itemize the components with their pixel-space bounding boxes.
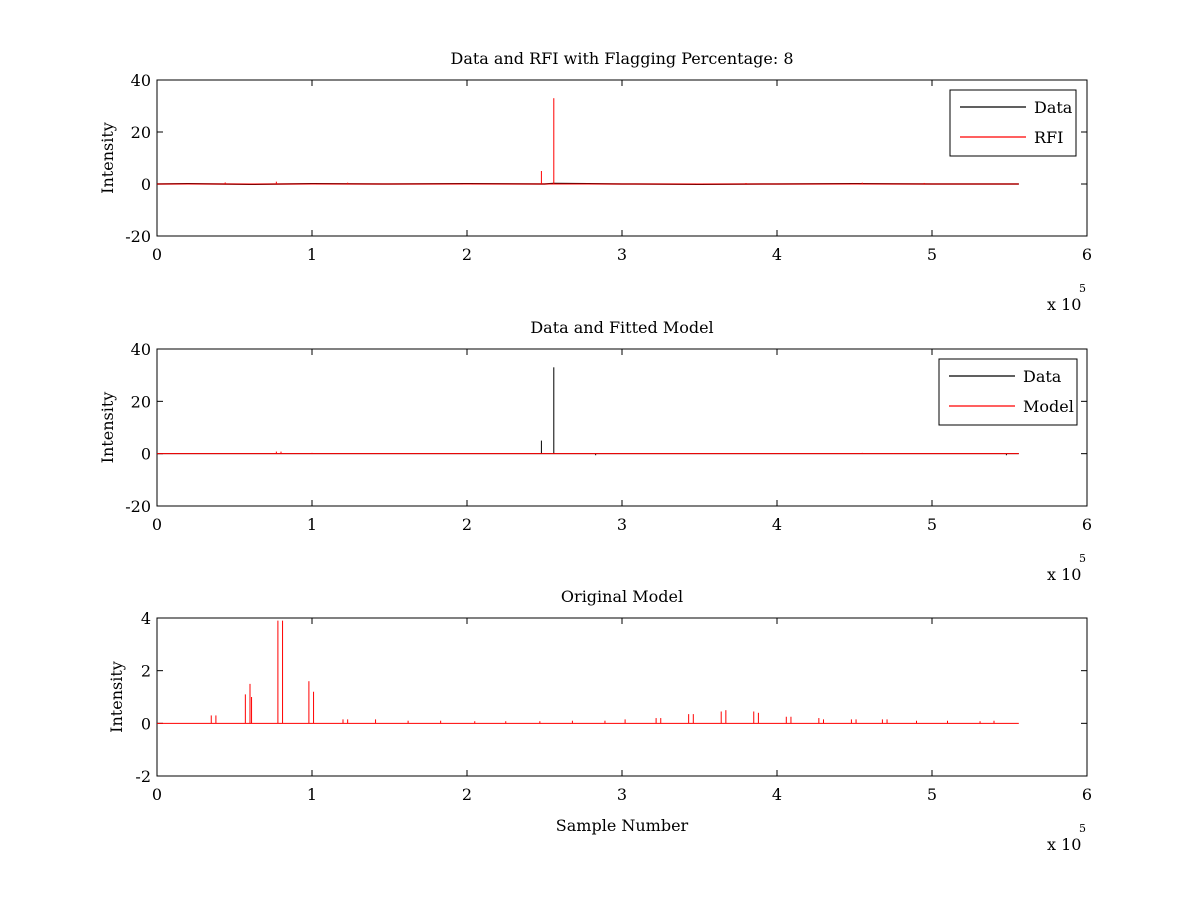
- y-tick-label: 0: [141, 445, 151, 464]
- x-tick-label: 2: [462, 245, 472, 264]
- x-tick-label: 6: [1082, 245, 1092, 264]
- y-tick-label: 0: [141, 714, 151, 733]
- legend-box: [938, 358, 1078, 426]
- x-tick-label: 4: [772, 245, 782, 264]
- axes-box: [156, 348, 1088, 507]
- x-multiplier-label: x 10: [1047, 565, 1081, 584]
- x-tick-label: 5: [927, 515, 937, 534]
- subplot-1: Data and RFI with Flagging Percentage: 8…: [98, 49, 1092, 314]
- legend-box: [949, 89, 1077, 157]
- legend: Data RFI: [949, 89, 1077, 157]
- series-model: [157, 620, 1019, 724]
- x-tick-label: 5: [927, 785, 937, 804]
- x-axis-label: Sample Number: [556, 816, 689, 835]
- y-axis-label: Intensity: [107, 661, 126, 733]
- x-multiplier-label: x 10: [1047, 295, 1081, 314]
- legend: Data Model: [938, 358, 1078, 426]
- x-tick-label: 2: [462, 515, 472, 534]
- y-tick-label: 4: [141, 609, 151, 628]
- legend-label: Data: [1034, 98, 1073, 117]
- y-tick-label: 20: [131, 392, 151, 411]
- x-tick-label: 3: [617, 785, 627, 804]
- x-multiplier-exponent: 5: [1079, 282, 1086, 295]
- axes-box: [156, 79, 1088, 237]
- legend-label: Model: [1023, 397, 1074, 416]
- y-tick-label: 20: [131, 123, 151, 142]
- x-tick-label: 0: [152, 785, 162, 804]
- axes-box: [156, 617, 1088, 777]
- y-tick-label: 2: [141, 662, 151, 681]
- x-tick-label: 6: [1082, 785, 1092, 804]
- x-tick-label: 1: [307, 515, 317, 534]
- x-tick-label: 1: [307, 245, 317, 264]
- legend-label: Data: [1023, 367, 1062, 386]
- x-tick-label: 1: [307, 785, 317, 804]
- x-tick-label: 6: [1082, 515, 1092, 534]
- chart-title: Original Model: [561, 587, 683, 606]
- legend-label: RFI: [1034, 128, 1063, 147]
- x-tick-label: 3: [617, 245, 627, 264]
- x-tick-label: 2: [462, 785, 472, 804]
- series-model: [157, 451, 1019, 455]
- x-tick-label: 4: [772, 515, 782, 534]
- x-tick-label: 0: [152, 245, 162, 264]
- y-axis-label: Intensity: [98, 122, 117, 194]
- chart-title: Data and RFI with Flagging Percentage: 8: [450, 49, 793, 68]
- x-tick-label: 0: [152, 515, 162, 534]
- y-tick-label: -20: [125, 227, 151, 246]
- chart-title: Data and Fitted Model: [530, 318, 713, 337]
- x-tick-label: 5: [927, 245, 937, 264]
- y-tick-label: -2: [135, 767, 151, 786]
- x-tick-label: 3: [617, 515, 627, 534]
- y-tick-label: -20: [125, 497, 151, 516]
- y-tick-label: 0: [141, 175, 151, 194]
- y-tick-label: 40: [131, 340, 151, 359]
- x-multiplier-exponent: 5: [1079, 552, 1086, 565]
- series-rfi: [157, 98, 1019, 185]
- x-multiplier-label: x 10: [1047, 835, 1081, 854]
- y-tick-label: 40: [131, 71, 151, 90]
- x-tick-label: 4: [772, 785, 782, 804]
- y-axis-label: Intensity: [98, 392, 117, 464]
- x-multiplier-exponent: 5: [1079, 822, 1086, 835]
